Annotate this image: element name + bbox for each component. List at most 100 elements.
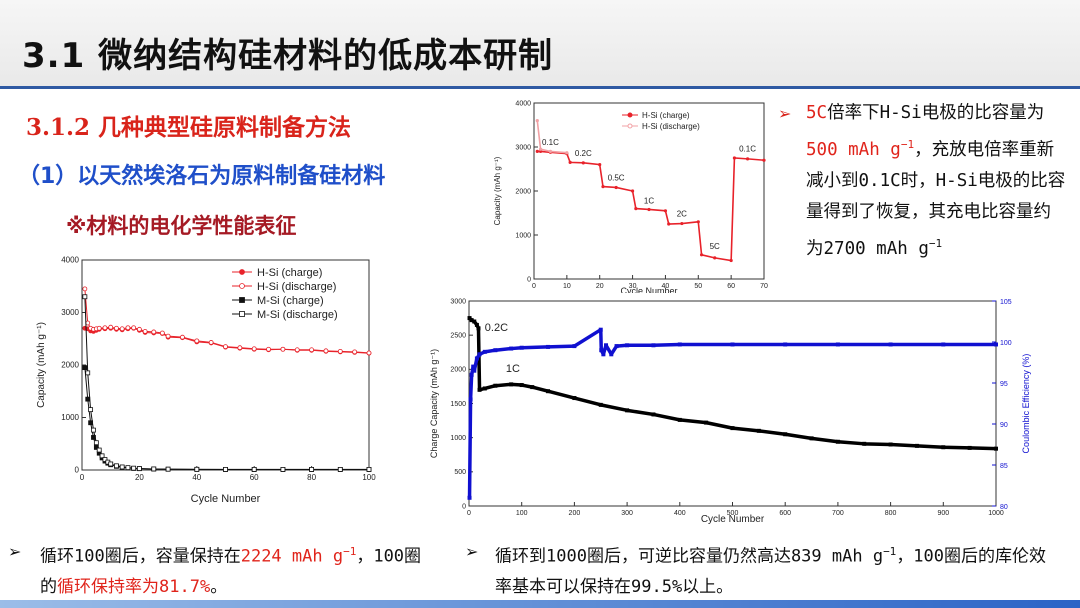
section-subtitle: 3.1.2 几种典型硅原料制备方法 xyxy=(26,114,352,141)
data-point xyxy=(994,342,998,347)
y2-tick-label: 95 xyxy=(1000,381,1008,388)
y-tick-label: 2000 xyxy=(515,188,531,195)
data-point xyxy=(730,342,735,347)
y2-tick-label: 105 xyxy=(1000,299,1012,306)
y-tick-label: 2500 xyxy=(450,333,466,340)
x-tick-label: 60 xyxy=(250,473,259,482)
rate-note-part2: 倍率下H-Si电极的比容量为 xyxy=(827,103,1045,123)
y-tick-label: 500 xyxy=(454,469,466,476)
characterization-subtitle: ※材料的电化学性能表征 xyxy=(66,214,297,238)
series-line xyxy=(537,150,765,262)
y-tick-label: 1000 xyxy=(61,413,79,422)
data-point xyxy=(535,149,539,153)
y-tick-label: 2000 xyxy=(450,367,466,374)
data-point xyxy=(677,417,682,422)
series-line xyxy=(467,327,996,498)
data-point xyxy=(366,350,372,356)
data-point xyxy=(151,466,157,472)
data-point xyxy=(96,325,102,331)
series-1 xyxy=(535,119,569,155)
y-tick-label: 1000 xyxy=(450,435,466,442)
x-tick-label: 50 xyxy=(694,283,702,290)
y-tick-label: 1500 xyxy=(450,401,466,408)
data-point xyxy=(696,220,700,224)
bottom-right-note: 循环到1000圈后，可逆比容量仍然高达839 mAh g−1，100圈后的库伦效… xyxy=(495,537,1055,602)
legend-label: H-Si (charge) xyxy=(642,111,690,120)
series-0 xyxy=(535,149,766,263)
data-point xyxy=(651,343,656,348)
rate-annotation: 5C xyxy=(710,242,720,251)
series-line xyxy=(84,367,369,470)
x-tick-label: 10 xyxy=(563,283,571,290)
data-point xyxy=(467,316,472,321)
data-point xyxy=(614,344,619,349)
data-point xyxy=(546,344,551,349)
slide-header xyxy=(0,0,1080,86)
x-tick-label: 800 xyxy=(885,510,897,517)
data-point xyxy=(862,441,867,446)
y-axis-label: Capacity (mAh g⁻¹) xyxy=(493,156,502,225)
x-tick-label: 400 xyxy=(674,510,686,517)
long-cycling-svg: 0 100 200 300 400 500 600 700 800 900 100005001000… xyxy=(429,298,1031,525)
data-point xyxy=(568,160,572,164)
bottom-right-arrow-icon: ➢ xyxy=(465,542,479,561)
x-axis-label: Cycle Number xyxy=(191,493,261,505)
data-point xyxy=(519,383,524,388)
data-point xyxy=(730,426,735,431)
data-point xyxy=(309,467,315,472)
data-point xyxy=(223,344,228,350)
data-point xyxy=(888,342,893,347)
rate-note-capacity: 500 mAh g xyxy=(806,139,901,160)
series-line xyxy=(536,120,567,154)
data-point xyxy=(251,467,257,472)
y2-tick-label: 80 xyxy=(1000,504,1008,511)
bl-sup: −1 xyxy=(343,545,357,558)
data-point xyxy=(704,420,709,425)
data-point xyxy=(208,340,214,345)
bl-part1: 循环100圈后，容量保持在 xyxy=(40,546,241,567)
data-point xyxy=(96,447,102,453)
data-point xyxy=(699,253,704,257)
x-axis-label: Cycle Number xyxy=(701,514,765,525)
data-point xyxy=(548,149,553,153)
data-point xyxy=(99,453,105,459)
x-tick-label: 40 xyxy=(192,473,201,482)
data-point xyxy=(85,396,91,402)
data-point xyxy=(565,151,569,155)
x-tick-label: 30 xyxy=(629,283,637,290)
data-point xyxy=(680,221,684,226)
legend-marker xyxy=(239,269,245,275)
data-point xyxy=(888,442,893,447)
rate-annotation: 2C xyxy=(677,210,687,219)
data-point xyxy=(131,325,137,331)
data-point xyxy=(93,440,99,446)
rate-annotation: 0.2C xyxy=(485,322,508,334)
y-tick-label: 2000 xyxy=(61,361,79,370)
data-point xyxy=(729,258,733,263)
data-point xyxy=(280,467,286,472)
data-point xyxy=(337,467,343,472)
data-point xyxy=(323,348,329,354)
legend-label: H-Si (charge) xyxy=(257,267,322,279)
data-point xyxy=(572,344,577,349)
data-point xyxy=(477,352,482,357)
bl-part3: ，100圈的 xyxy=(40,546,422,597)
data-point xyxy=(663,209,668,213)
cycling-100-chart: 0 20 40 60 80 100 0 1000 2000 3000 4000 Cycle Numbe… xyxy=(30,252,380,508)
series-line xyxy=(84,296,369,470)
data-point xyxy=(477,387,482,392)
data-point xyxy=(352,349,358,355)
x-tick-label: 20 xyxy=(135,473,144,482)
x-tick-label: 80 xyxy=(307,473,316,482)
data-point xyxy=(469,372,474,377)
long-cycling-chart: 0 100 200 300 400 500 600 700 800 900 1000 0 500 1000… xyxy=(425,293,1040,530)
data-point xyxy=(809,436,814,441)
data-point xyxy=(783,432,788,437)
data-point xyxy=(509,346,514,351)
data-point xyxy=(581,161,585,165)
legend-marker xyxy=(627,112,633,118)
rate-note-text: 5C倍率下H-Si电极的比容量为500 mAh g−1，充放电倍率重新减小到0.… xyxy=(806,98,1068,265)
bl-retention: 循环保持率为81.7% xyxy=(57,576,211,597)
legend-label: H-Si (discharge) xyxy=(642,122,700,131)
